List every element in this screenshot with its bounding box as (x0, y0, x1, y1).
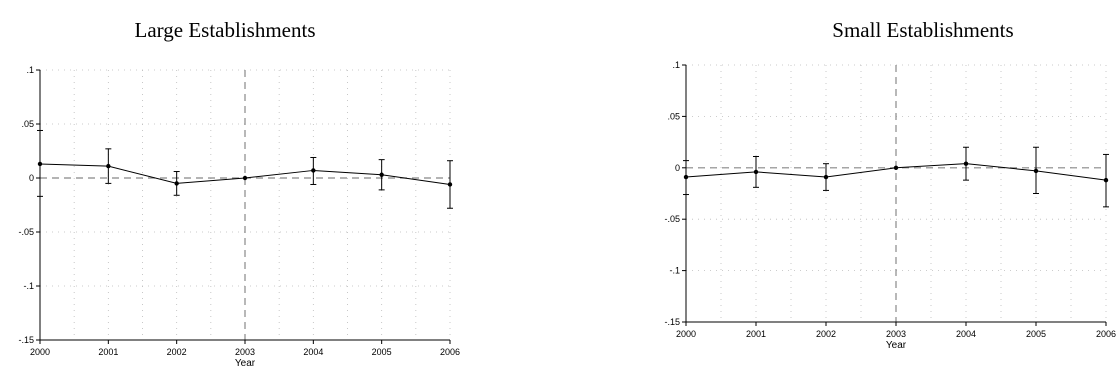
y-tick-label: -.15 (664, 317, 680, 327)
chart-title-large: Large Establishments (134, 18, 316, 42)
data-point (1103, 177, 1109, 183)
x-tick-label: 2004 (303, 347, 323, 357)
y-tick-label: -.05 (18, 227, 34, 237)
x-tick-label: 2005 (1026, 329, 1046, 339)
data-point (447, 182, 453, 187)
x-tick-label: 2006 (440, 347, 460, 357)
data-point (379, 172, 384, 177)
x-tick-label: 2004 (956, 329, 976, 339)
y-tick-label: 0 (675, 163, 680, 173)
data-point (823, 174, 829, 180)
y-tick-label: .05 (21, 119, 34, 129)
x-tick-label: 2006 (1096, 329, 1116, 339)
data-point (1033, 168, 1039, 174)
x-tick-label: 2001 (746, 329, 766, 339)
x-tick-label: 2001 (98, 347, 118, 357)
data-point (174, 181, 179, 186)
chart-small: .1 .05 0 -.05 -.1 -.15 2000 2001 2002 2003 2004 200… (664, 60, 1116, 351)
x-tick-label: 2002 (816, 329, 836, 339)
x-axis-label: Year (235, 358, 256, 369)
y-tick-label: -.1 (23, 281, 34, 291)
x-tick-label: 2002 (167, 347, 187, 357)
data-point (311, 168, 316, 173)
y-tick-label: -.05 (664, 214, 680, 224)
y-tick-label: 0 (29, 173, 34, 183)
chart-large: .1 .05 0 -.05 -.1 -.15 2000 2001 2002 2003 2004 200… (18, 65, 460, 369)
chart-panel-large: Large Establishments .1 .05 0 -.05 -.1 -.15 20… (0, 0, 520, 380)
x-axis-label: Year (886, 340, 907, 351)
y-tick-label: .1 (672, 60, 680, 70)
chart-title-small: Small Establishments (832, 18, 1014, 42)
data-point (242, 175, 248, 181)
y-tick-label: .05 (667, 111, 680, 121)
x-tick-label: 2003 (235, 347, 255, 357)
x-tick-label: 2000 (30, 347, 50, 357)
data-point (37, 161, 43, 167)
data-point (893, 165, 899, 170)
x-tick-label: 2000 (676, 329, 696, 339)
data-point (963, 161, 969, 166)
data-point (683, 174, 689, 180)
y-tick-label: -.15 (18, 335, 34, 345)
chart-panel-small: Small Establishments .1 .05 0 -.05 -.1 -.15 20… (598, 0, 1118, 380)
x-tick-label: 2003 (886, 329, 906, 339)
data-point (106, 163, 111, 169)
y-tick-label: -.1 (669, 266, 680, 276)
data-point (753, 169, 759, 175)
y-tick-label: .1 (26, 65, 34, 75)
x-tick-label: 2005 (372, 347, 392, 357)
